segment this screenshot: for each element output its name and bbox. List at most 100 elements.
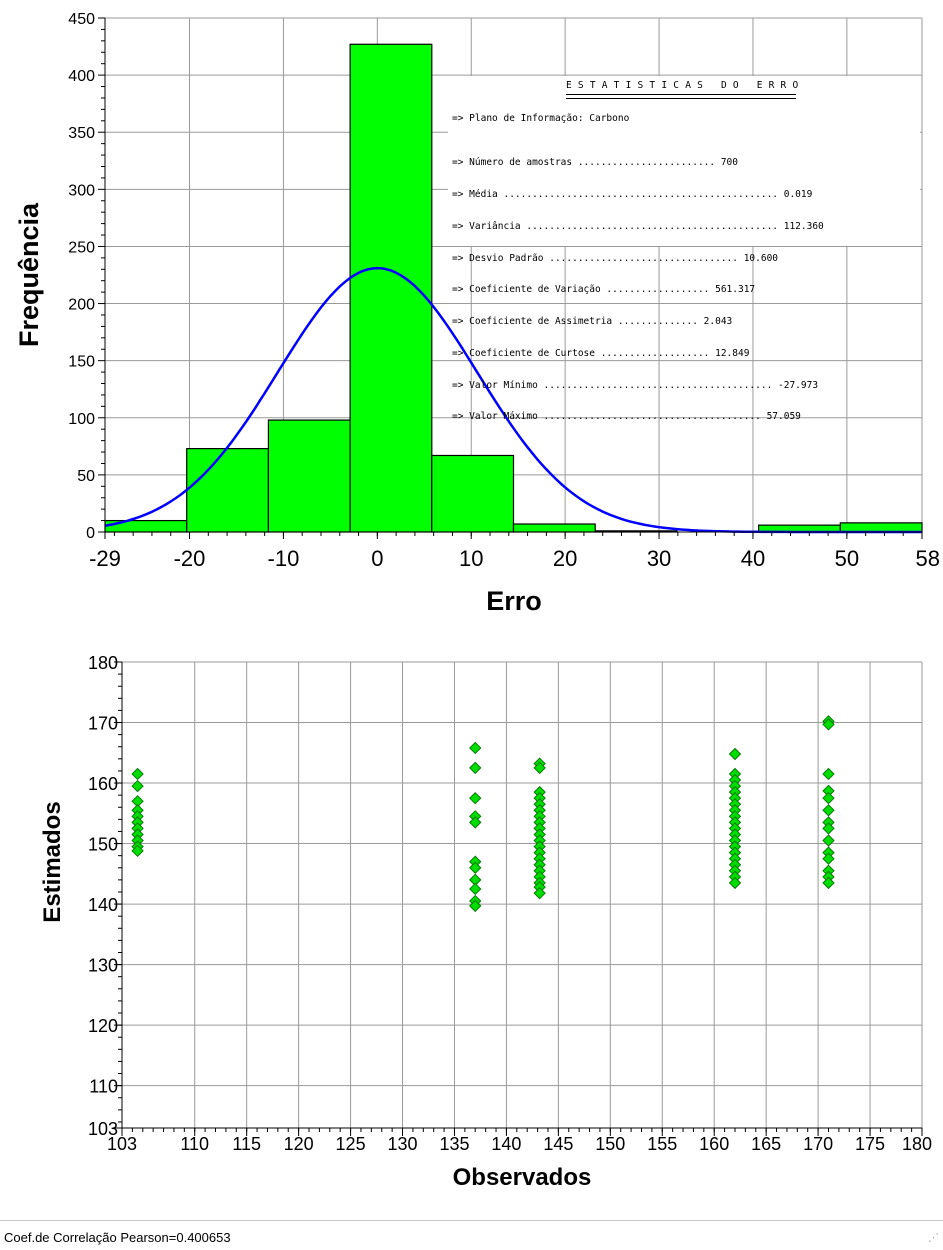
scatter-xtick-label: 103 bbox=[107, 1134, 137, 1154]
scatter-ytick-label: 120 bbox=[88, 1016, 118, 1036]
histogram-bar bbox=[431, 454, 515, 533]
histogram-ytick-label: 150 bbox=[68, 354, 95, 371]
histogram-xtick-label: -10 bbox=[268, 546, 300, 571]
histogram-ytick-label: 200 bbox=[68, 297, 95, 314]
scatter-point bbox=[469, 899, 482, 913]
scatter-xtick-label: 160 bbox=[699, 1134, 729, 1154]
scatter-xtick-label: 180 bbox=[902, 1134, 932, 1154]
scatter-xlabel: Observados bbox=[453, 1164, 592, 1191]
stats-line: => Coeficiente de Curtose ..............… bbox=[452, 347, 750, 359]
scatter-ylabel: Estimados bbox=[39, 801, 66, 922]
scatter-points bbox=[131, 715, 835, 913]
histogram-bar bbox=[839, 522, 923, 533]
histogram-bars bbox=[104, 43, 923, 533]
scatter-point bbox=[469, 741, 482, 755]
histogram-bar bbox=[512, 523, 596, 533]
scatter-point bbox=[822, 804, 835, 817]
stats-title-underline bbox=[566, 94, 796, 99]
scatter-point bbox=[822, 876, 835, 890]
scatter-xtick-label: 135 bbox=[439, 1134, 469, 1154]
scatter-xtick-label: 155 bbox=[647, 1134, 677, 1154]
histogram-xtick-label: 58 bbox=[916, 546, 940, 571]
scatter-xtick-label: 130 bbox=[387, 1134, 417, 1154]
histogram-ylabel: Frequência bbox=[14, 202, 44, 347]
scatter-point bbox=[469, 861, 482, 874]
stats-title: ESTATISTICAS DO ERRO bbox=[566, 80, 805, 91]
histogram-xtick-label: 30 bbox=[647, 546, 671, 571]
scatter-xtick-label: 165 bbox=[751, 1134, 781, 1154]
scatter-xtick-label: 170 bbox=[803, 1134, 833, 1154]
scatter-point bbox=[469, 791, 482, 805]
scatter-point bbox=[469, 761, 482, 775]
scatter-point bbox=[728, 747, 742, 761]
scatter-point bbox=[822, 767, 835, 781]
histogram-ytick-label: 50 bbox=[77, 468, 95, 485]
histogram-chart: 0 50 100 150 200 250 300 350 400 450 -29 -20 -10 0 10 2… bbox=[14, 11, 940, 616]
scatter-xtick-label: 110 bbox=[180, 1134, 209, 1154]
stats-line: => Desvio Padrão .......................… bbox=[452, 252, 779, 264]
scatter-point bbox=[822, 822, 835, 835]
histogram-xtick-label: -20 bbox=[174, 546, 206, 571]
scatter-point bbox=[533, 761, 546, 775]
scatter-xtick-label: 175 bbox=[855, 1134, 885, 1154]
status-bar: Coef.de Correlação Pearson=0.400653 ⋰ bbox=[0, 1220, 943, 1250]
scatter-chart: 103 110 120 130 140 150 160 170 180 103 110 115 120 1… bbox=[39, 653, 932, 1191]
stats-line: => Coeficiente de Variação .............… bbox=[452, 284, 756, 296]
scatter-point bbox=[131, 844, 144, 858]
scatter-point bbox=[131, 779, 144, 793]
resize-grip-icon[interactable]: ⋰ bbox=[928, 1232, 939, 1244]
histogram-xlabel: Erro bbox=[486, 586, 542, 616]
histogram-ytick-label: 300 bbox=[68, 182, 95, 199]
scatter-point bbox=[533, 886, 546, 900]
scatter-xtick-label: 115 bbox=[232, 1134, 261, 1154]
scatter-ytick-label: 130 bbox=[88, 956, 118, 976]
scatter-ytick-label: 150 bbox=[88, 835, 118, 855]
histogram-xtick-label: 10 bbox=[459, 546, 483, 571]
stats-plano: => Plano de Informação: Carbono bbox=[452, 113, 630, 124]
histogram-bar bbox=[186, 448, 269, 533]
scatter-point bbox=[822, 852, 835, 865]
scatter-xtick-label: 120 bbox=[284, 1134, 314, 1154]
histogram-xtick-label: 50 bbox=[835, 546, 859, 571]
scatter-point bbox=[822, 791, 835, 805]
scatter-point bbox=[728, 876, 742, 890]
histogram-axes: 0 50 100 150 200 250 300 350 400 450 -29 -20 -10 0 10 2… bbox=[68, 11, 940, 571]
scatter-point bbox=[822, 834, 835, 847]
scatter-point bbox=[469, 882, 482, 896]
stats-line: => Valor Máximo ........................… bbox=[452, 411, 801, 423]
scatter-xtick-label: 145 bbox=[543, 1134, 573, 1154]
error-statistics-panel: ESTATISTICAS DO ERRO => Plano de Informa… bbox=[448, 76, 920, 422]
histogram-bar bbox=[349, 43, 433, 533]
scatter-ytick-label: 140 bbox=[88, 895, 118, 915]
scatter-xtick-label: 150 bbox=[595, 1134, 625, 1154]
stats-line: => Média ...............................… bbox=[452, 188, 813, 200]
scatter-ytick-label: 170 bbox=[88, 714, 118, 734]
histogram-ytick-label: 0 bbox=[86, 525, 95, 542]
histogram-xtick-label: -29 bbox=[89, 546, 121, 571]
scatter-xtick-label: 125 bbox=[336, 1134, 366, 1154]
scatter-axes: 103 110 120 130 140 150 160 170 180 103 110 115 120 1… bbox=[88, 653, 932, 1154]
histogram-ytick-label: 400 bbox=[68, 68, 95, 85]
histogram-ytick-label: 250 bbox=[68, 239, 95, 256]
histogram-ytick-label: 100 bbox=[68, 411, 95, 428]
histogram-ytick-label: 450 bbox=[68, 11, 95, 28]
stats-line: => Valor Mínimo ........................… bbox=[452, 379, 819, 391]
histogram-bar bbox=[267, 419, 351, 533]
scatter-ytick-label: 110 bbox=[89, 1077, 118, 1097]
stats-line: => Coeficiente de Assimetria ...........… bbox=[452, 316, 733, 328]
histogram-xtick-label: 40 bbox=[741, 546, 765, 571]
scatter-ytick-label: 180 bbox=[88, 653, 118, 673]
stats-line: => Variância ...........................… bbox=[452, 220, 824, 232]
histogram-ytick-label: 350 bbox=[68, 125, 95, 142]
scatter-point bbox=[822, 718, 835, 731]
stats-line: => Número de amostras ..................… bbox=[452, 157, 738, 169]
histogram-xtick-label: 0 bbox=[371, 546, 383, 571]
pearson-correlation-text: Coef.de Correlação Pearson=0.400653 bbox=[4, 1230, 231, 1245]
histogram-xtick-label: 20 bbox=[553, 546, 577, 571]
scatter-xtick-label: 140 bbox=[491, 1134, 521, 1154]
scatter-grid bbox=[121, 661, 923, 1129]
scatter-point bbox=[469, 816, 482, 829]
scatter-ytick-label: 160 bbox=[88, 774, 118, 794]
scatter-ytick-label: 103 bbox=[88, 1119, 118, 1139]
scatter-point bbox=[131, 767, 144, 781]
